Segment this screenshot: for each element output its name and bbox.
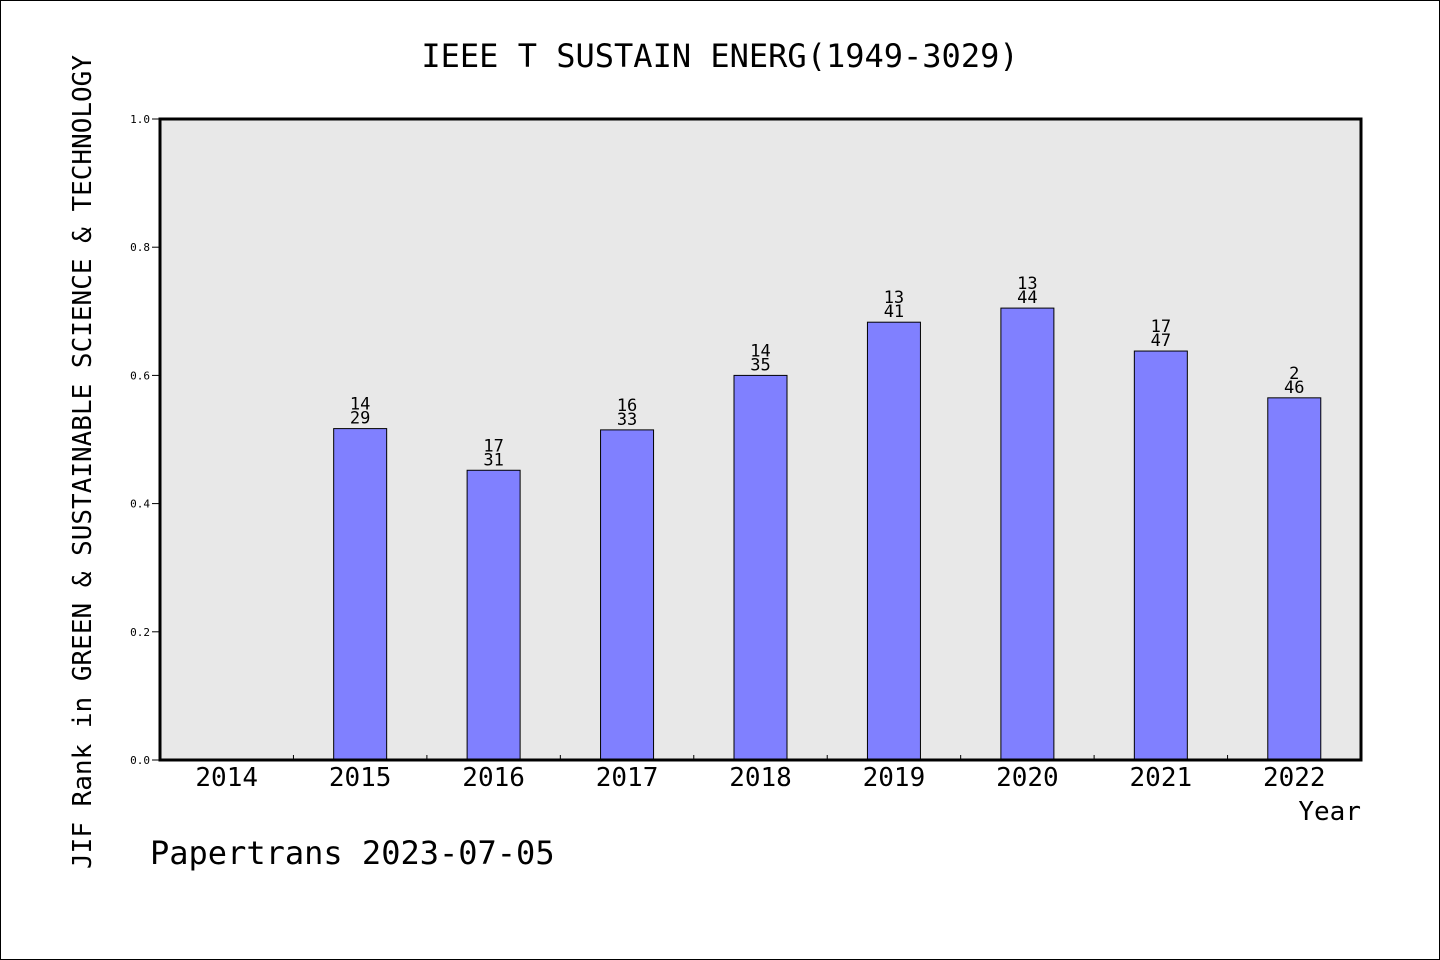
bar-total-label: 47: [1151, 331, 1171, 351]
x-tick-label: 2018: [729, 763, 792, 793]
bar-rank-label: 14: [750, 341, 770, 361]
y-tick-label: 0.6: [130, 369, 150, 382]
x-tick-label: 2015: [329, 763, 392, 793]
x-axis: 2014 2015 2016 2017 2018 2019 2020 2021 2022: [195, 755, 1326, 793]
bar-rank-label: 14: [350, 395, 370, 415]
y-axis-label: JIF Rank in GREEN & SUSTAINABLE SCIENCE …: [68, 55, 98, 869]
bar-total-label: 33: [617, 410, 637, 430]
bar-rank-label: 13: [884, 288, 904, 308]
y-tick-label: 0.4: [130, 498, 150, 511]
bar-rank-label: 17: [1151, 317, 1171, 337]
bar-2020: [1000, 307, 1055, 761]
bar-2022: [1267, 397, 1322, 761]
x-tick-label: 2014: [195, 763, 258, 793]
bar-total-label: 41: [884, 302, 904, 322]
plot-border: [158, 117, 1363, 762]
bar-rank-label: 16: [617, 396, 637, 416]
bar-2019: [866, 321, 921, 761]
x-tick-label: 2016: [462, 763, 525, 793]
bar-total-label: 44: [1017, 288, 1037, 308]
x-tick-label: 2020: [996, 763, 1059, 793]
bar-2016: [466, 469, 521, 761]
bar-2015: [333, 428, 388, 761]
bar-total-label: 35: [750, 355, 770, 375]
bar-total-label: 31: [483, 450, 503, 470]
footer-credit: Papertrans 2023-07-05: [150, 834, 555, 872]
bar-2021: [1133, 350, 1188, 761]
x-axis-label: Year: [1298, 797, 1361, 827]
x-tick-label: 2022: [1263, 763, 1326, 793]
bar-rank-label: 13: [1017, 274, 1037, 294]
y-tick-label: 0.8: [130, 241, 150, 254]
x-tick-label: 2017: [596, 763, 659, 793]
y-tick-label: 0.2: [130, 626, 150, 639]
bars-layer: [333, 307, 1322, 761]
bar-rank-label: 2: [1289, 364, 1299, 384]
bar-total-label: 46: [1284, 378, 1304, 398]
bar-2017: [600, 429, 655, 761]
y-axis: 0.0 0.2 0.4 0.6 0.8 1.0: [130, 113, 160, 767]
bar-total-label: 29: [350, 409, 370, 429]
y-tick-label: 1.0: [130, 113, 150, 126]
chart-title: IEEE T SUSTAIN ENERG(1949-3029): [421, 37, 1018, 75]
x-tick-label: 2021: [1130, 763, 1193, 793]
x-tick-label: 2019: [863, 763, 926, 793]
bar-2018: [733, 374, 788, 761]
bar-rank-label: 17: [483, 436, 503, 456]
y-tick-label: 0.0: [130, 754, 150, 767]
